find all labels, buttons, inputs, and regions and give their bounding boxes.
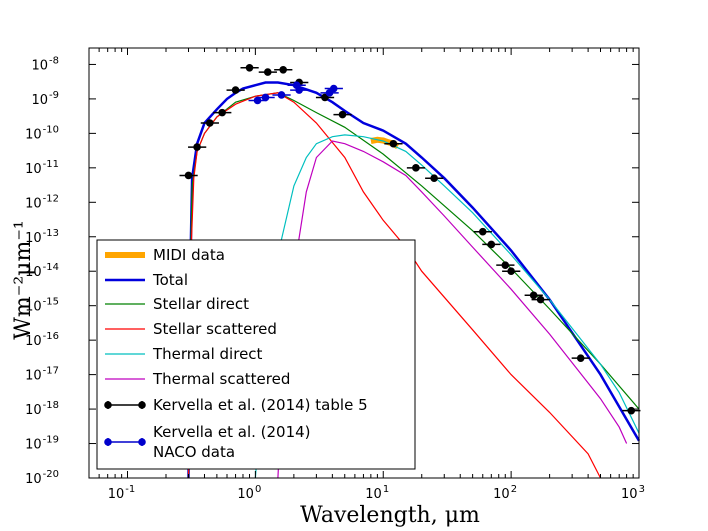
- data-point-kervella-et-al-2014-table-5: [507, 267, 515, 276]
- data-point-kervella-et-al-2014-table-5: [193, 143, 201, 151]
- data-point-kervella-et-al-2014-table-5: [184, 171, 193, 180]
- legend-label-thermal-scattered: Thermal scattered: [152, 370, 290, 388]
- data-point-kervella-et-al-2014-table-5: [529, 291, 538, 300]
- data-point-kervella-et-al-2014-table-5: [576, 354, 585, 362]
- data-point-kervella-et-al-2014-table-5: [279, 65, 287, 74]
- y-tick-label: 10-17: [25, 366, 59, 384]
- data-point-kervella-et-al-2014-table-5: [218, 108, 226, 117]
- data-point-kervella-et-al-2014-table-5: [205, 119, 214, 127]
- legend-label-kervella-naco: Kervella et al. (2014): [153, 423, 311, 441]
- plot-frame: [88, 47, 640, 479]
- data-point-kervella-et-al-2014-table-5: [389, 139, 398, 148]
- y-tick-label: 10-18: [25, 400, 59, 418]
- legend-label-kervella-naco-line2: NACO data: [153, 443, 235, 461]
- legend-label-thermal-direct: Thermal direct: [152, 345, 263, 363]
- legend-keys: [104, 252, 146, 446]
- y-tick-label: 10-20: [25, 469, 59, 487]
- data-point-kervella-et-al-2014-table-5: [627, 406, 636, 415]
- data-point-kervella-et-al-2014-table-5: [412, 164, 420, 172]
- legend-box: [96, 239, 416, 470]
- data-point-kervella-et-al-2014-table-5: [263, 68, 272, 76]
- y-tick-label: 10-11: [25, 159, 59, 177]
- data-point-kervella-et-al-2014-naco-data: [295, 86, 303, 94]
- y-axis-title: Wm⁻²μm⁻¹: [11, 220, 36, 340]
- y-tick-label: 10-19: [25, 435, 59, 453]
- legend-label-midi: MIDI data: [153, 246, 225, 264]
- x-tick-label: 10-1: [108, 484, 136, 502]
- y-tick-label: 10-8: [31, 55, 59, 73]
- y-tick-label: 10-12: [25, 193, 59, 211]
- data-point-kervella-et-al-2014-table-5: [487, 240, 496, 249]
- legend-label-stellar-direct: Stellar direct: [153, 295, 249, 313]
- data-point-kervella-et-al-2014-table-5: [430, 174, 438, 183]
- data-points-layer: [179, 63, 641, 415]
- data-point-kervella-et-al-2014-naco-data: [329, 84, 338, 93]
- data-point-kervella-et-al-2014-table-5: [321, 93, 329, 102]
- x-tick-label: 100: [237, 484, 261, 502]
- series-line-thermal-scattered: [277, 140, 628, 479]
- data-point-kervella-et-al-2014-table-5: [501, 261, 510, 269]
- x-tick-label: 102: [493, 484, 517, 502]
- x-axis-title: Wavelength, μm: [300, 503, 480, 528]
- data-point-kervella-et-al-2014-table-5: [231, 86, 240, 94]
- series-line-total: [187, 81, 641, 479]
- data-point-kervella-et-al-2014-table-5: [536, 295, 545, 304]
- legend-label-stellar-scattered: Stellar scattered: [153, 320, 277, 338]
- legend-label-kervella-table5: Kervella et al. (2014) table 5: [153, 396, 368, 414]
- data-point-kervella-et-al-2014-naco-data: [253, 96, 262, 105]
- data-point-kervella-et-al-2014-naco-data: [277, 91, 286, 99]
- x-tick-label: 103: [621, 484, 645, 502]
- data-point-kervella-et-al-2014-naco-data: [261, 93, 270, 102]
- data-point-kervella-et-al-2014-table-5: [338, 110, 347, 119]
- y-tick-label: 10-10: [25, 124, 59, 142]
- y-tick-label: 10-9: [31, 90, 59, 108]
- legend: MIDI data Total Stellar direct Stellar s…: [96, 239, 416, 470]
- x-tick-label: 101: [365, 484, 389, 502]
- legend-label-total: Total: [152, 271, 188, 289]
- data-point-kervella-et-al-2014-table-5: [478, 227, 487, 236]
- data-point-kervella-et-al-2014-table-5: [245, 63, 254, 72]
